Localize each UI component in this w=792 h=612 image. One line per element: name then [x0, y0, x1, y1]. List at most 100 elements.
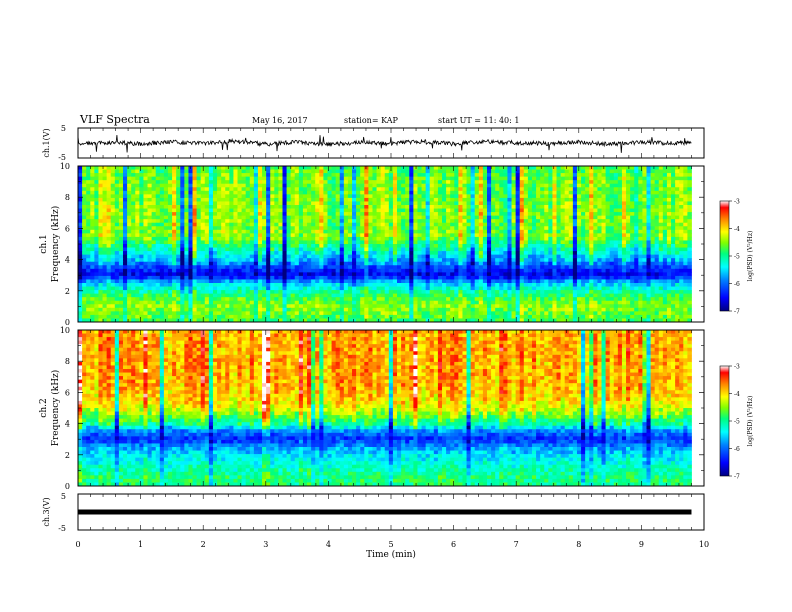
spectrogram-cell [241, 275, 247, 280]
spectrogram-cell [675, 166, 680, 170]
spectrogram-cell [294, 261, 300, 266]
spectrogram-cell [139, 247, 144, 252]
spectrogram-cell [642, 233, 647, 238]
spectrogram-cell [253, 240, 259, 245]
spectrogram-cell [249, 247, 255, 252]
spectrogram-cell [474, 251, 480, 256]
spectrogram-cell [184, 208, 189, 213]
spectrogram-cell [650, 190, 656, 195]
spectrogram-cell [650, 236, 656, 241]
spectrogram-cell [192, 272, 198, 277]
spectrogram-cell [266, 205, 271, 209]
spectrogram-cell [278, 166, 283, 170]
spectrogram-cell [98, 265, 103, 270]
spectrogram-cell [331, 169, 337, 174]
spectrogram-cell [630, 183, 635, 188]
spectrogram-cell [540, 215, 545, 220]
spectrogram-cell [139, 201, 144, 206]
spectrogram-cell [531, 236, 537, 241]
spectrogram-cell [495, 187, 500, 192]
spectrogram-cell [576, 205, 582, 209]
spectrogram-cell [581, 212, 586, 217]
spectrogram-cell [208, 244, 214, 248]
spectrogram-cell [343, 279, 349, 284]
spectrogram-cell [208, 205, 214, 209]
spectrogram-cell [544, 215, 549, 220]
spectrogram-cell [135, 219, 140, 224]
spectrogram-cell [135, 265, 140, 270]
spectrogram-cell [634, 240, 639, 245]
spectrogram-cell [437, 261, 443, 266]
spectrogram-cell [531, 201, 537, 206]
spectrogram-cell [302, 219, 308, 224]
spectrogram-cell [482, 258, 488, 263]
spectrogram-cell [630, 229, 635, 234]
spectrogram-cell [290, 268, 296, 273]
spectrogram-cell [409, 187, 414, 192]
spectrogram-cell [413, 244, 418, 248]
spectrogram-cell [319, 201, 324, 206]
spectrogram-cell [163, 272, 169, 277]
spectrogram-cell [413, 222, 418, 227]
spectrogram-cell [646, 215, 651, 220]
spectrogram-cell [556, 205, 561, 209]
spectrogram-cell [540, 251, 545, 256]
spectrogram-cell [544, 258, 549, 263]
spectrogram-cell [564, 229, 570, 234]
spectrogram-cell [167, 190, 173, 195]
spectrogram-cell [274, 254, 279, 259]
spectrogram-cell [159, 190, 165, 195]
spectrogram-cell [290, 265, 296, 270]
spectrogram-cell [376, 166, 382, 170]
spectrogram-cell [662, 275, 668, 280]
spectrogram-cell [217, 279, 222, 284]
spectrogram-cell [286, 272, 292, 277]
spectrogram-cell [225, 201, 230, 206]
spectrogram-cell [666, 268, 672, 273]
spectrogram-cell [78, 275, 83, 280]
spectrogram-cell [196, 190, 202, 195]
spectrogram-cell [118, 173, 124, 178]
spectrogram-cell [311, 275, 316, 280]
spectrogram-cell [478, 169, 484, 174]
spectrogram-cell [503, 275, 508, 280]
spectrogram-cell [192, 247, 198, 252]
spectrogram-cell [343, 275, 349, 280]
spectrogram-cell [409, 194, 414, 199]
spectrogram-cell [163, 187, 169, 192]
spectrogram-cell [462, 173, 467, 178]
spectrogram-cell [290, 261, 296, 266]
spectrogram-cell [335, 279, 341, 284]
spectrogram-cell [323, 258, 328, 263]
spectrogram-cell [262, 205, 267, 209]
spectrogram-cell [110, 272, 116, 277]
spectrogram-cell [114, 258, 120, 263]
spectrogram-cell [470, 254, 476, 259]
spectrogram-cell [540, 169, 545, 174]
spectrogram-cell [572, 240, 578, 245]
spectrogram-cell [634, 215, 639, 220]
spectrogram-cell [515, 247, 521, 252]
spectrogram-cell [82, 233, 87, 238]
spectrogram-cell [253, 194, 259, 199]
spectrogram-cell [626, 222, 631, 227]
spectrogram-cell [433, 176, 439, 181]
spectrogram-cell [605, 208, 611, 213]
spectrogram-cell [368, 254, 373, 259]
spectrogram-cell [155, 173, 161, 178]
spectrogram-cell [151, 254, 157, 259]
spectrogram-cell [180, 173, 185, 178]
spectrogram-cell [589, 205, 594, 209]
spectrogram-cell [151, 219, 157, 224]
spectrogram-cell [433, 201, 439, 206]
spectrogram-cell [90, 205, 95, 209]
spectrogram-cell [274, 226, 279, 231]
spectrogram-cell [188, 176, 193, 181]
spectrogram-cell [249, 180, 255, 185]
spectrogram-cell [679, 240, 684, 245]
spectrogram-cell [307, 244, 312, 248]
spectrogram-cell [196, 247, 202, 252]
spectrogram-cell [290, 275, 296, 280]
spectrogram-cell [331, 258, 337, 263]
spectrogram-cell [131, 222, 136, 227]
